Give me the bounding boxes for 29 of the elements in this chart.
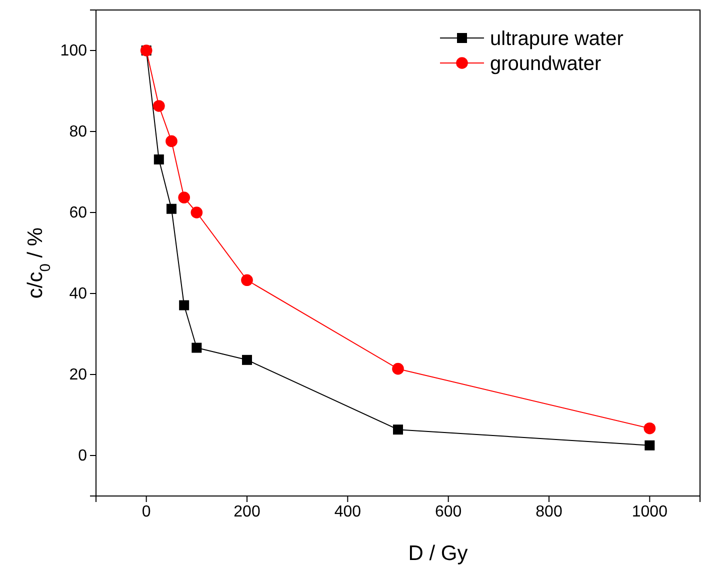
- point: [166, 135, 178, 148]
- legend-label: ultrapure water: [490, 28, 624, 50]
- x-tick-label: 600: [434, 503, 462, 520]
- point: [644, 422, 656, 434]
- x-tick-label: 400: [334, 503, 362, 520]
- x-tick-label: 0: [142, 503, 151, 520]
- x-axis-title: D / Gy: [408, 542, 468, 565]
- point: [190, 206, 203, 218]
- point: [241, 274, 253, 286]
- point: [392, 362, 404, 375]
- y-tick-label: 0: [78, 448, 88, 465]
- y-tick-label: 80: [69, 124, 88, 141]
- point: [178, 192, 190, 204]
- point: [154, 154, 164, 164]
- legend-label: groundwater: [490, 53, 602, 75]
- point: [242, 354, 252, 365]
- point: [153, 100, 165, 112]
- x-tick-label: 1000: [632, 503, 668, 520]
- y-tick-label: 60: [69, 204, 88, 222]
- x-tick-label: 200: [234, 503, 260, 520]
- y-tick-label: 20: [69, 366, 88, 384]
- y-tick-label: 40: [69, 286, 88, 303]
- x-tick-label: 800: [536, 503, 562, 520]
- point: [644, 440, 655, 450]
- point: [166, 204, 176, 214]
- point: [393, 424, 403, 435]
- point: [179, 300, 190, 310]
- point: [192, 342, 202, 353]
- y-tick-label: 100: [60, 42, 88, 60]
